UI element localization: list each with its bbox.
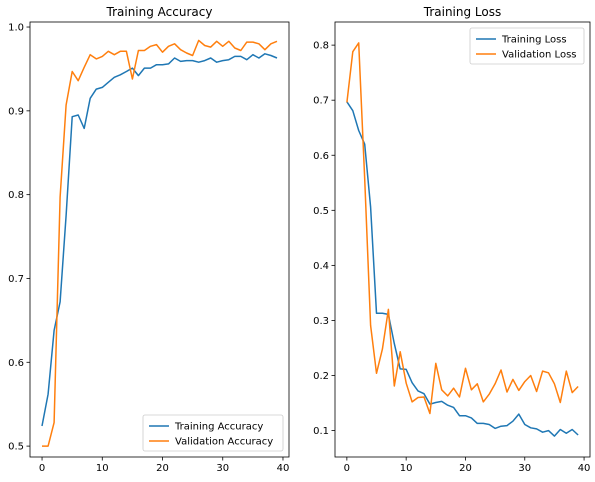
loss-legend-label-1: Validation Loss	[502, 50, 577, 61]
accuracy-y-tick-label: 1.0	[8, 23, 24, 34]
loss-y-tick-label: 0.6	[313, 151, 329, 162]
loss-x-tick-label: 40	[578, 463, 591, 474]
accuracy-x-tick-label: 20	[156, 463, 169, 474]
accuracy-legend-label-0: Training Accuracy	[174, 422, 263, 433]
accuracy-x-tick-label: 30	[216, 463, 229, 474]
accuracy-x-tick-label: 0	[39, 463, 45, 474]
loss-series-line-0	[346, 101, 579, 437]
loss-axes-frame	[334, 21, 591, 458]
accuracy-legend-label-1: Validation Accuracy	[175, 437, 273, 448]
accuracy-series-line-0	[41, 53, 278, 427]
accuracy-y-tick-label: 0.6	[8, 358, 24, 369]
accuracy-series-line-1	[42, 39, 278, 447]
loss-legend: Training Loss Validation Loss	[469, 27, 585, 65]
loss-chart-title: Training Loss	[423, 5, 501, 19]
accuracy-y-tick-label: 0.5	[8, 442, 24, 453]
loss-y-tick-label: 0.2	[313, 371, 329, 382]
loss-x-tick-label: 30	[518, 463, 531, 474]
loss-series-line-1	[346, 42, 579, 415]
loss-y-tick-label: 0.7	[313, 96, 329, 107]
accuracy-y-tick-label: 0.7	[8, 274, 24, 285]
accuracy-x-tick-label: 40	[277, 463, 290, 474]
accuracy-axes-frame	[29, 21, 290, 458]
accuracy-y-tick-label: 0.8	[8, 190, 24, 201]
accuracy-legend-box	[142, 414, 284, 452]
loss-legend-box	[469, 27, 585, 65]
accuracy-chart: Training Accuracy 0 10 20 30 40 0.5 0.6 0.7 0.8 0…	[8, 5, 290, 474]
loss-legend-label-0: Training Loss	[501, 35, 567, 46]
accuracy-y-tick-label: 0.9	[8, 106, 24, 117]
loss-chart: Training Loss 0 10 20 30 40 0.1 0.2 0.3 0.4 0.5 0.…	[313, 5, 590, 474]
loss-x-tick-label: 20	[459, 463, 472, 474]
loss-y-tick-label: 0.1	[313, 426, 329, 437]
accuracy-legend: Training Accuracy Validation Accuracy	[142, 414, 284, 452]
loss-y-tick-label: 0.4	[313, 261, 329, 272]
loss-x-tick-label: 10	[400, 463, 413, 474]
loss-y-tick-label: 0.3	[313, 316, 329, 327]
accuracy-x-tick-label: 10	[96, 463, 109, 474]
loss-y-tick-label: 0.5	[313, 206, 329, 217]
loss-x-tick-label: 0	[344, 463, 350, 474]
loss-y-tick-label: 0.8	[313, 41, 329, 52]
accuracy-chart-title: Training Accuracy	[106, 5, 213, 19]
